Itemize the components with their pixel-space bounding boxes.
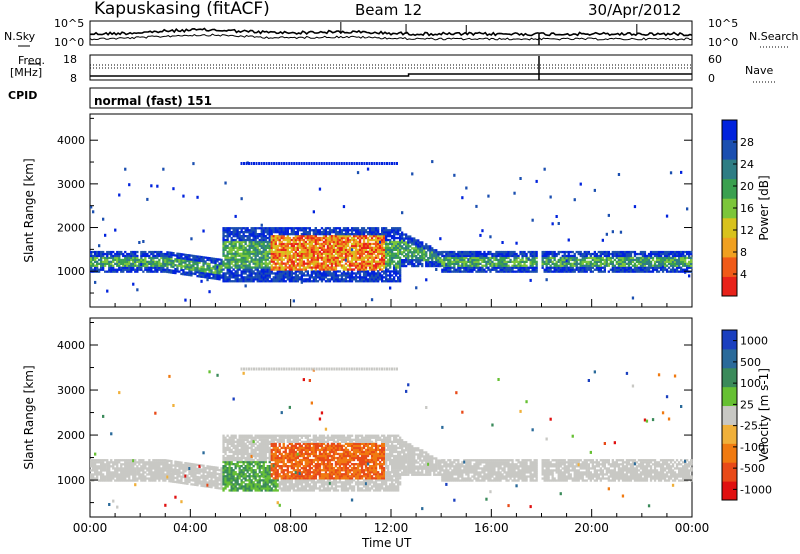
y-tick-label: 4000	[57, 339, 85, 352]
freq-tick-bottom: 8	[70, 72, 77, 85]
colorbar-tick-label: 20	[740, 180, 754, 193]
freq-label-1: Freq.	[18, 54, 46, 67]
colorbar-tick-label: 24	[740, 158, 754, 171]
colorbar-segment	[722, 330, 737, 350]
colorbar-tick-label: -1000	[740, 483, 772, 496]
nsky-tick-bottom: 10^0	[54, 36, 85, 49]
colorbar-tick-label: -500	[740, 462, 765, 475]
colorbar-tick-label: -100	[740, 441, 765, 454]
noise-panel-frame	[89, 20, 693, 46]
y-axis-label: Slant Range [km]	[22, 365, 36, 469]
colorbar-segment	[722, 256, 737, 277]
colorbar-tick-label: 500	[740, 356, 761, 369]
colorbar-segment	[722, 424, 737, 444]
colorbar-segment	[722, 443, 737, 463]
colorbar-segment	[722, 276, 737, 297]
x-tick-label: 16:00	[474, 521, 509, 535]
date-title: 30/Apr/2012	[588, 1, 682, 19]
y-axis-label: Slant Range [km]	[22, 158, 36, 262]
colorbar-tick-label: -25	[740, 420, 758, 433]
y-tick-label: 1000	[57, 265, 85, 278]
nave-tick-bottom: 0	[708, 72, 715, 85]
colorbar-segment	[722, 386, 737, 407]
colorbar-segment	[722, 178, 737, 199]
noise-sky-line	[89, 27, 693, 37]
colorbar-tick-label: 4	[740, 268, 747, 281]
colorbar-segment	[722, 198, 737, 219]
colorbar-frame	[721, 329, 738, 501]
colorbar-tick-label: 12	[740, 224, 754, 237]
heatmap-cells-velocity	[90, 367, 693, 511]
nave-label: Nave	[745, 64, 774, 77]
colorbar-segment	[722, 159, 737, 180]
x-tick-label: 04:00	[173, 521, 208, 535]
x-tick-label: 20:00	[574, 521, 609, 535]
colorbar-tick-label: 8	[740, 246, 747, 259]
y-tick-label: 1000	[57, 474, 85, 487]
x-tick-label: 12:00	[374, 521, 409, 535]
freq-tick-top: 18	[63, 53, 77, 66]
colorbar-segment	[722, 405, 737, 425]
station-title: Kapuskasing (fitACF)	[94, 0, 270, 19]
nsky-tick-top: 10^5	[54, 17, 85, 30]
colorbar-tick-label: 100	[740, 377, 761, 390]
nsearch-label: N.Search	[749, 30, 799, 43]
colorbar-tick-label: 28	[740, 136, 754, 149]
y-tick-label: 2000	[57, 429, 85, 442]
y-tick-label: 4000	[57, 134, 85, 147]
colorbar-segment	[722, 139, 737, 160]
colorbar-tick-label: 16	[740, 202, 754, 215]
x-tick-label: 00:00	[73, 521, 108, 535]
colorbar-tick-label: 25	[740, 398, 754, 411]
x-axis-label: Time UT	[362, 536, 412, 550]
colorbar-segment	[722, 237, 737, 258]
beam-title: Beam 12	[355, 1, 423, 19]
colorbar-segment	[722, 217, 737, 238]
colorbar-segment	[722, 462, 737, 482]
y-tick-label: 3000	[57, 178, 85, 191]
cpid-label: CPID	[8, 89, 38, 102]
heatmap-cells-power	[90, 160, 693, 303]
nsearch-tick-top: 10^5	[708, 17, 739, 30]
nsky-label: N.Sky	[4, 30, 36, 43]
colorbar-segment	[722, 348, 737, 369]
nsearch-tick-bottom: 10^0	[708, 36, 739, 49]
x-tick-label: 08:00	[273, 521, 308, 535]
y-tick-label: 3000	[57, 384, 85, 397]
y-tick-label: 2000	[57, 222, 85, 235]
cpid-panel-frame	[89, 87, 693, 109]
colorbar-label: Power [dB]	[757, 175, 771, 240]
x-tick-label: 00:00	[675, 521, 710, 535]
colorbar-segment	[722, 120, 737, 141]
colorbar-label: Velocity [m s-1]	[757, 368, 771, 462]
nave-tick-top: 60	[708, 53, 722, 66]
noise-search-line	[89, 33, 693, 41]
colorbar-segment	[722, 481, 737, 501]
freq-label-2: [MHz]	[10, 66, 43, 79]
freq-line	[90, 73, 692, 77]
colorbar-segment	[722, 367, 737, 388]
colorbar-tick-label: 1000	[740, 335, 768, 348]
cpid-value: normal (fast) 151	[94, 94, 212, 108]
